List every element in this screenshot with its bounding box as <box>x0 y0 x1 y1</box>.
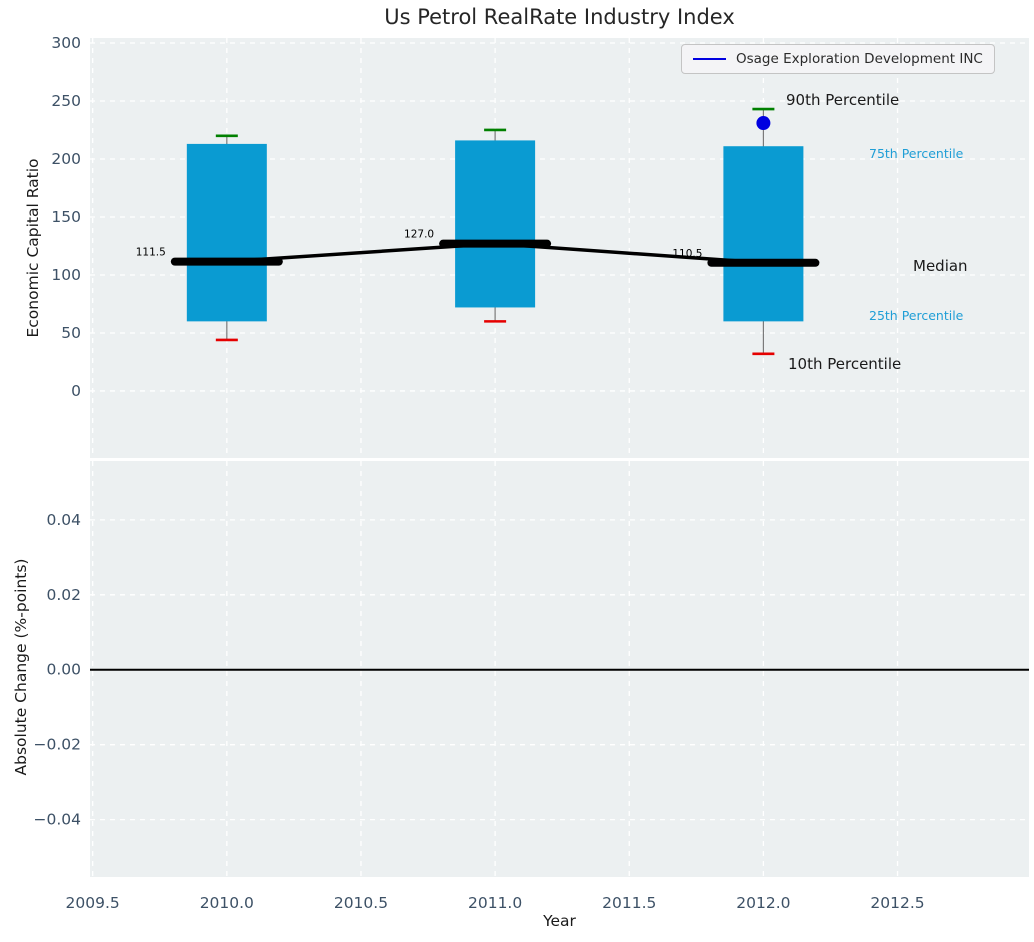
y-tick-label-top: 100 <box>51 266 81 284</box>
x-tick-label: 2011.0 <box>468 894 522 912</box>
iqr-box <box>186 143 267 322</box>
iqr-box <box>723 146 804 322</box>
median-value-label: 111.5 <box>136 247 166 259</box>
legend-line-icon <box>693 58 726 60</box>
annotation-10th-percentile: 10th Percentile <box>788 355 901 373</box>
y-tick-label-bottom: 0.00 <box>46 661 81 679</box>
y-tick-label-top: 300 <box>51 34 81 52</box>
x-axis-label: Year <box>543 912 576 930</box>
x-tick-label: 2012.5 <box>870 894 924 912</box>
x-tick-label: 2010.0 <box>200 894 254 912</box>
median-value-label: 110.5 <box>672 248 702 260</box>
annotation-25th-percentile: 25th Percentile <box>869 308 964 323</box>
y-tick-label-bottom: −0.04 <box>34 811 82 829</box>
y-tick-label-top: 250 <box>51 92 81 110</box>
y-axis-label-bottom: Absolute Change (%-points) <box>12 558 30 776</box>
median-value-label: 127.0 <box>404 229 434 241</box>
y-tick-label-bottom: −0.02 <box>34 736 82 754</box>
y-axis-label-top: Economic Capital Ratio <box>24 158 42 338</box>
iqr-box <box>455 140 536 308</box>
y-tick-label-top: 150 <box>51 208 81 226</box>
legend: Osage Exploration Development INC <box>681 44 995 74</box>
y-tick-label-top: 200 <box>51 150 81 168</box>
chart-title: Us Petrol RealRate Industry Index <box>384 5 735 29</box>
annotation-75th-percentile: 75th Percentile <box>869 146 964 161</box>
annotation-90th-percentile: 90th Percentile <box>786 91 899 109</box>
annotation-median: Median <box>913 257 968 275</box>
x-tick-label: 2009.5 <box>66 894 120 912</box>
x-tick-label: 2012.0 <box>736 894 790 912</box>
y-tick-label-bottom: 0.04 <box>46 511 81 529</box>
y-tick-label-top: 0 <box>71 382 81 400</box>
company-data-point <box>756 116 771 131</box>
legend-label: Osage Exploration Development INC <box>736 51 983 67</box>
y-tick-label-top: 50 <box>61 324 81 342</box>
y-tick-label-bottom: 0.02 <box>46 586 81 604</box>
x-tick-label: 2011.5 <box>602 894 656 912</box>
x-tick-label: 2010.5 <box>334 894 388 912</box>
